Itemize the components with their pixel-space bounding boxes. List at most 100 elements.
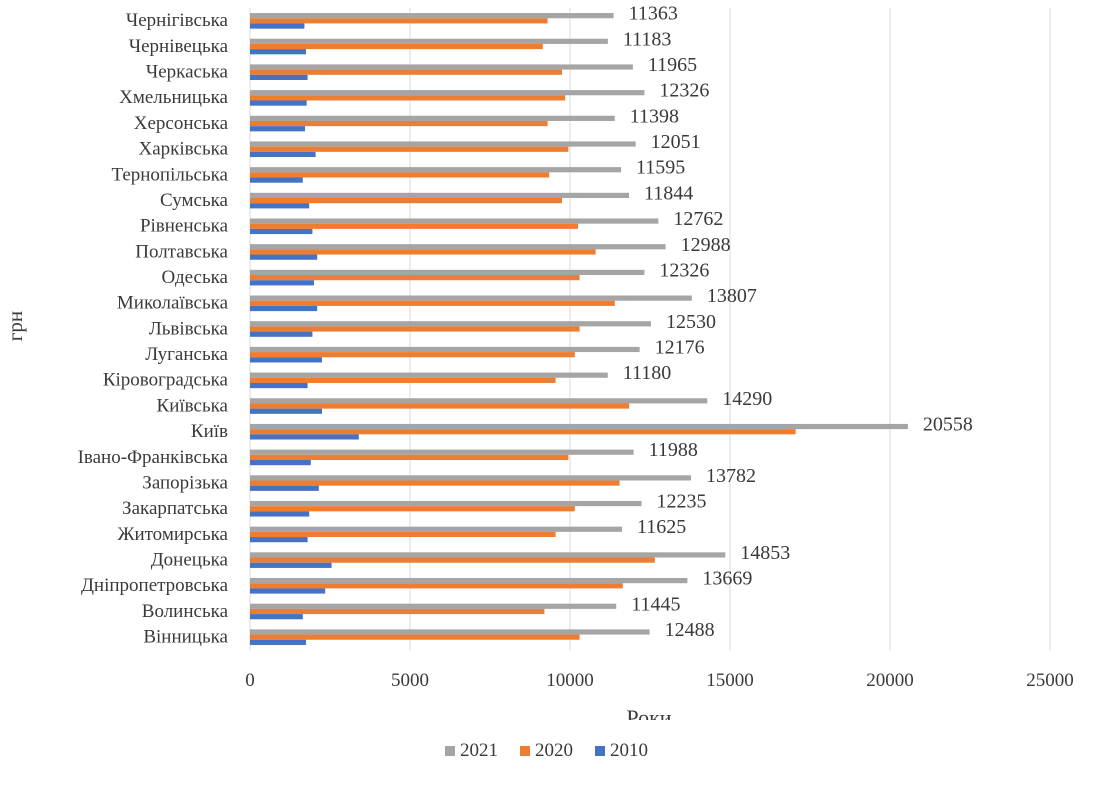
category-label: Одеська xyxy=(161,267,228,288)
data-labels: 11363 11183 11965 12326 11398 12051 11595 11844… xyxy=(623,3,973,641)
bar-2010 xyxy=(250,49,306,55)
category-label: Вінницька xyxy=(143,627,228,648)
bar-2021 xyxy=(250,552,726,558)
bar-2010 xyxy=(250,280,314,286)
bar-2021 xyxy=(250,321,651,327)
bar-2010 xyxy=(250,562,332,568)
x-axis-title: Роки xyxy=(626,705,671,720)
bar-2021 xyxy=(250,500,642,507)
legend-label: 2021 xyxy=(460,740,498,761)
data-label: 12176 xyxy=(655,336,705,358)
bar-2010 xyxy=(250,511,310,517)
bar-2021 xyxy=(250,13,614,19)
data-label: 13782 xyxy=(706,465,756,487)
legend-label: 2010 xyxy=(610,740,648,761)
bar-2010 xyxy=(250,254,318,260)
data-label: 14290 xyxy=(722,388,772,410)
legend: 2021 2020 2010 xyxy=(0,740,1093,762)
data-label: 12762 xyxy=(673,208,723,230)
legend-item-2021: 2021 xyxy=(445,740,498,762)
category-label: Хмельницька xyxy=(119,87,228,108)
bar-2021 xyxy=(250,90,645,96)
bar-2020 xyxy=(250,172,550,178)
bar-2021 xyxy=(250,269,645,276)
bar-2020 xyxy=(250,223,578,229)
bar-2020 xyxy=(250,557,655,563)
bar-2020 xyxy=(250,300,615,306)
bar-2020 xyxy=(250,429,796,435)
bar-2010 xyxy=(250,382,308,389)
bar-2020 xyxy=(250,480,620,486)
bar-2021 xyxy=(250,578,688,584)
bar-2021 xyxy=(250,372,608,378)
category-label: Чернівецька xyxy=(129,36,229,57)
bar-2021 xyxy=(250,295,692,301)
category-labels: Чернігівська Чернівецька Черкаська Хмельниц… xyxy=(78,10,229,647)
category-label: Дніпропетровська xyxy=(81,575,229,596)
bar-2021 xyxy=(250,115,615,121)
bar-2010 xyxy=(250,588,326,594)
bar-2020 xyxy=(250,583,623,589)
bar-2021 xyxy=(250,167,622,173)
bar-2020 xyxy=(250,69,562,75)
data-label: 12326 xyxy=(659,259,709,281)
data-label: 11625 xyxy=(637,516,686,538)
bar-2020 xyxy=(250,531,556,538)
bar-2020 xyxy=(250,608,545,615)
category-label: Рівненська xyxy=(140,216,229,237)
bar-2010 xyxy=(250,100,307,106)
bar-2021 xyxy=(250,629,650,635)
data-label: 12326 xyxy=(659,80,709,102)
data-label: 13669 xyxy=(702,568,752,590)
category-label: Донецька xyxy=(151,549,229,570)
legend-swatch xyxy=(520,746,530,756)
data-label: 11988 xyxy=(649,439,698,461)
category-label: Київ xyxy=(191,421,228,442)
category-label: Львівська xyxy=(149,318,229,339)
category-label: Волинська xyxy=(142,601,229,622)
data-label: 11398 xyxy=(630,105,679,127)
bar-2021 xyxy=(250,38,608,44)
bar-2020 xyxy=(250,120,548,127)
data-label: 14853 xyxy=(740,542,790,564)
bar-2021 xyxy=(250,475,692,481)
bar-chart: 11363 11183 11965 12326 11398 12051 11595 11844… xyxy=(3,3,1074,730)
y-axis-title: грн xyxy=(3,311,27,341)
bar-2010 xyxy=(250,203,310,209)
bar-2010 xyxy=(250,485,319,491)
bar-2021 xyxy=(250,423,908,430)
data-label: 11183 xyxy=(623,28,672,50)
category-label: Кіровоградська xyxy=(103,370,229,391)
bar-2020 xyxy=(250,326,580,332)
category-label: Київська xyxy=(157,395,229,416)
x-tick-label: 10000 xyxy=(546,670,594,691)
bar-2021 xyxy=(250,398,708,404)
category-label: Івано-Франківська xyxy=(78,447,229,468)
bar-2021 xyxy=(250,449,634,455)
bar-2020 xyxy=(250,249,596,255)
bar-2020 xyxy=(250,95,566,101)
data-label: 20558 xyxy=(923,414,973,436)
bar-2021 xyxy=(250,603,617,609)
bar-2021 xyxy=(250,192,630,198)
data-label: 11965 xyxy=(648,54,697,76)
data-label: 11844 xyxy=(644,182,693,204)
bar-2010 xyxy=(250,357,322,363)
data-label: 12235 xyxy=(657,491,707,513)
data-label: 12530 xyxy=(666,311,716,333)
bar-2010 xyxy=(250,177,303,183)
bars xyxy=(250,13,908,645)
category-label: Житомирська xyxy=(117,524,228,545)
bar-2021 xyxy=(250,64,633,70)
x-tick-label: 5000 xyxy=(391,670,429,691)
data-label: 11445 xyxy=(631,593,680,615)
bar-2010 xyxy=(250,228,313,235)
x-tick-label: 20000 xyxy=(866,670,914,691)
category-label: Закарпатська xyxy=(122,498,229,519)
x-tick-label: 15000 xyxy=(706,670,754,691)
bar-2020 xyxy=(250,634,580,640)
bar-2021 xyxy=(250,218,659,224)
data-label: 11595 xyxy=(636,157,685,179)
category-label: Запорізька xyxy=(142,472,228,493)
